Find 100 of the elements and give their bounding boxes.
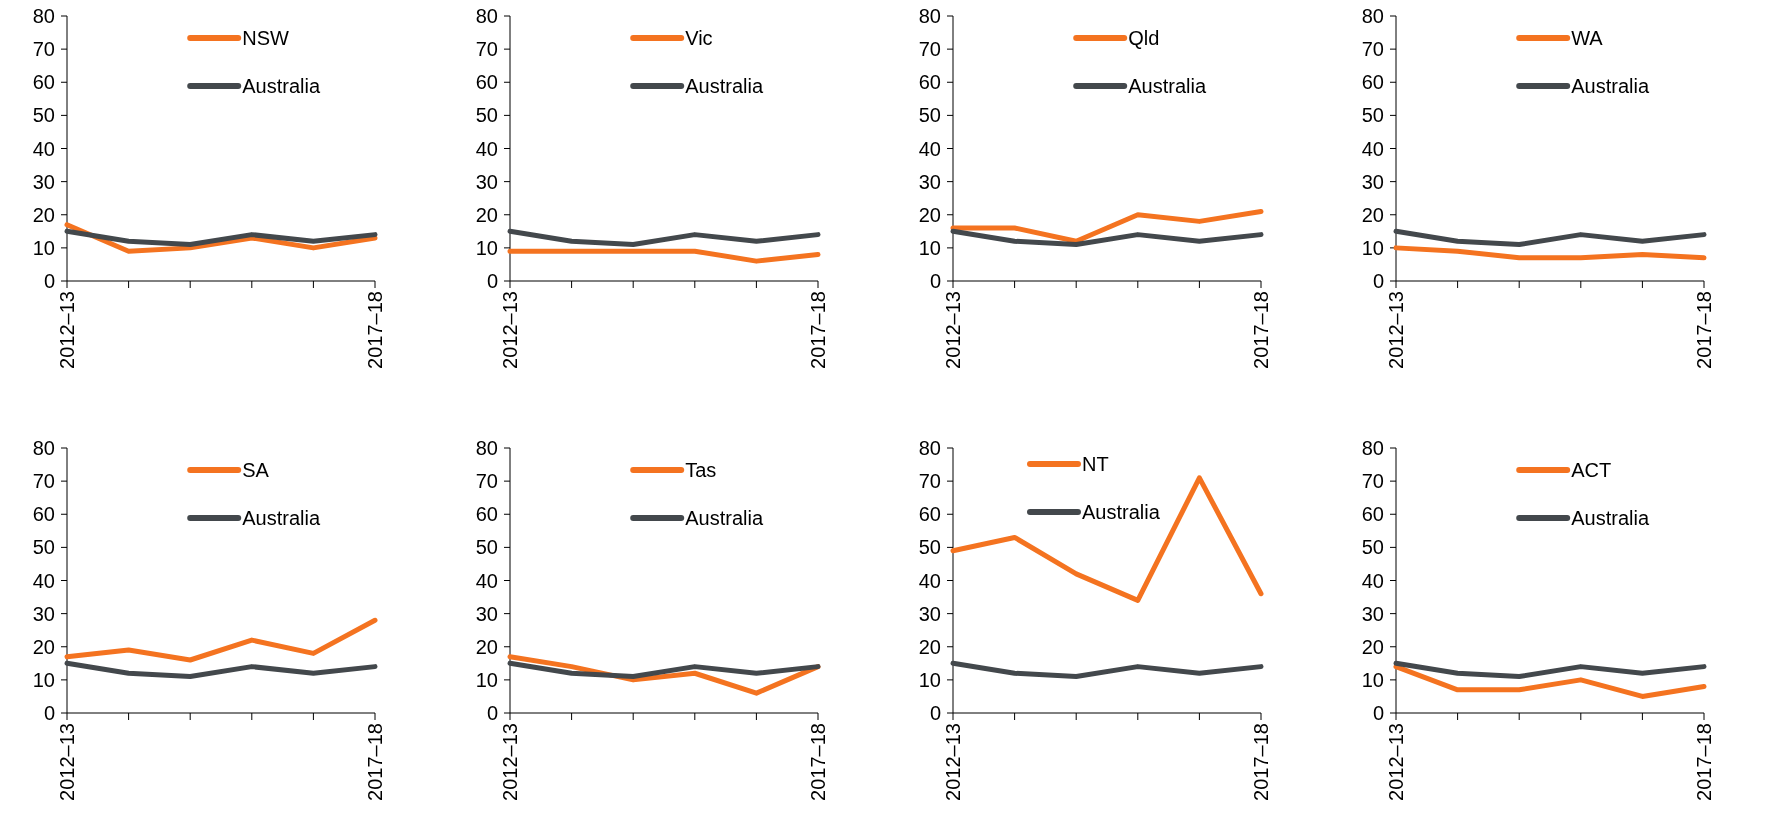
- y-tick-label: 20: [32, 635, 55, 658]
- y-tick-label: 80: [32, 437, 55, 459]
- x-tick-label: 2017–18: [1250, 291, 1272, 369]
- y-tick-label: 80: [1361, 5, 1384, 27]
- y-tick-label: 60: [32, 503, 55, 526]
- y-tick-label: 10: [1361, 236, 1384, 259]
- x-tick-label: 2017–18: [1250, 723, 1272, 801]
- y-tick-label: 10: [32, 236, 55, 259]
- y-tick-label: 30: [918, 170, 941, 193]
- y-tick-label: 70: [32, 38, 55, 61]
- legend-label: Australia: [1571, 75, 1650, 97]
- y-tick-label: 20: [1361, 635, 1384, 658]
- y-tick-label: 70: [918, 470, 941, 493]
- y-tick-label: 0: [929, 270, 941, 292]
- x-tick-label: 2012–13: [56, 723, 78, 801]
- y-tick-label: 80: [1361, 437, 1384, 459]
- y-tick-label: 40: [1361, 137, 1384, 160]
- y-tick-label: 40: [918, 137, 941, 160]
- legend-label: Qld: [1128, 27, 1160, 49]
- y-tick-label: 70: [1361, 470, 1384, 493]
- y-tick-label: 40: [475, 569, 498, 592]
- legend-label: WA: [1571, 27, 1604, 49]
- legend-label: Australia: [242, 507, 321, 529]
- y-tick-label: 10: [475, 236, 498, 259]
- y-tick-label: 50: [475, 536, 498, 559]
- y-tick-label: 50: [918, 104, 941, 127]
- y-tick-label: 50: [475, 104, 498, 127]
- y-tick-label: 10: [32, 668, 55, 691]
- y-tick-label: 40: [1361, 569, 1384, 592]
- y-tick-label: 10: [475, 668, 498, 691]
- y-tick-label: 80: [918, 5, 941, 27]
- legend-label: Tas: [685, 459, 717, 481]
- y-tick-label: 50: [918, 536, 941, 559]
- y-tick-label: 40: [475, 137, 498, 160]
- y-tick-label: 20: [918, 203, 941, 226]
- y-tick-label: 70: [1361, 38, 1384, 61]
- legend-label: SA: [242, 459, 270, 481]
- y-tick-label: 30: [32, 170, 55, 193]
- y-tick-label: 70: [32, 470, 55, 493]
- y-tick-label: 10: [1361, 668, 1384, 691]
- y-tick-label: 70: [918, 38, 941, 61]
- legend-label: Vic: [685, 27, 713, 49]
- y-tick-label: 0: [486, 270, 498, 292]
- y-tick-label: 30: [918, 602, 941, 625]
- y-tick-label: 60: [918, 503, 941, 526]
- y-tick-label: 0: [43, 270, 55, 292]
- y-tick-label: 20: [1361, 203, 1384, 226]
- y-tick-label: 20: [32, 203, 55, 226]
- y-tick-label: 60: [918, 71, 941, 94]
- legend-label: ACT: [1571, 459, 1612, 481]
- y-tick-label: 40: [32, 137, 55, 160]
- y-tick-label: 50: [1361, 536, 1384, 559]
- y-tick-label: 60: [475, 71, 498, 94]
- y-tick-label: 0: [1372, 270, 1384, 292]
- y-tick-label: 0: [43, 702, 55, 724]
- y-tick-label: 30: [475, 170, 498, 193]
- legend-label: Australia: [242, 75, 321, 97]
- y-tick-label: 60: [32, 71, 55, 94]
- legend-label: Australia: [685, 507, 764, 529]
- y-tick-label: 0: [929, 702, 941, 724]
- y-tick-label: 40: [918, 569, 941, 592]
- x-tick-label: 2012–13: [499, 723, 521, 801]
- y-tick-label: 40: [32, 569, 55, 592]
- y-tick-label: 50: [32, 536, 55, 559]
- x-tick-label: 2017–18: [807, 723, 829, 801]
- y-tick-label: 60: [1361, 71, 1384, 94]
- y-tick-label: 10: [918, 668, 941, 691]
- y-tick-label: 20: [475, 203, 498, 226]
- legend-label: Australia: [1128, 75, 1207, 97]
- x-tick-label: 2017–18: [1693, 723, 1715, 801]
- y-tick-label: 30: [32, 602, 55, 625]
- x-tick-label: 2012–13: [56, 291, 78, 369]
- y-tick-label: 20: [918, 635, 941, 658]
- y-tick-label: 20: [475, 635, 498, 658]
- x-tick-label: 2017–18: [364, 291, 386, 369]
- legend-label: NT: [1082, 453, 1109, 475]
- y-tick-label: 50: [32, 104, 55, 127]
- x-tick-label: 2012–13: [942, 291, 964, 369]
- y-tick-label: 80: [475, 437, 498, 459]
- y-tick-label: 30: [475, 602, 498, 625]
- x-tick-label: 2017–18: [1693, 291, 1715, 369]
- x-tick-label: 2017–18: [807, 291, 829, 369]
- x-tick-label: 2012–13: [1385, 723, 1407, 801]
- y-tick-label: 0: [486, 702, 498, 724]
- x-tick-label: 2012–13: [1385, 291, 1407, 369]
- x-tick-label: 2012–13: [942, 723, 964, 801]
- x-tick-label: 2012–13: [499, 291, 521, 369]
- y-tick-label: 50: [1361, 104, 1384, 127]
- y-tick-label: 80: [475, 5, 498, 27]
- y-tick-label: 0: [1372, 702, 1384, 724]
- y-tick-label: 80: [32, 5, 55, 27]
- legend-label: Australia: [1082, 501, 1161, 523]
- y-tick-label: 70: [475, 470, 498, 493]
- legend-label: NSW: [242, 27, 289, 49]
- y-tick-label: 80: [918, 437, 941, 459]
- y-tick-label: 70: [475, 38, 498, 61]
- y-tick-label: 10: [918, 236, 941, 259]
- y-tick-label: 60: [1361, 503, 1384, 526]
- y-tick-label: 30: [1361, 602, 1384, 625]
- x-tick-label: 2017–18: [364, 723, 386, 801]
